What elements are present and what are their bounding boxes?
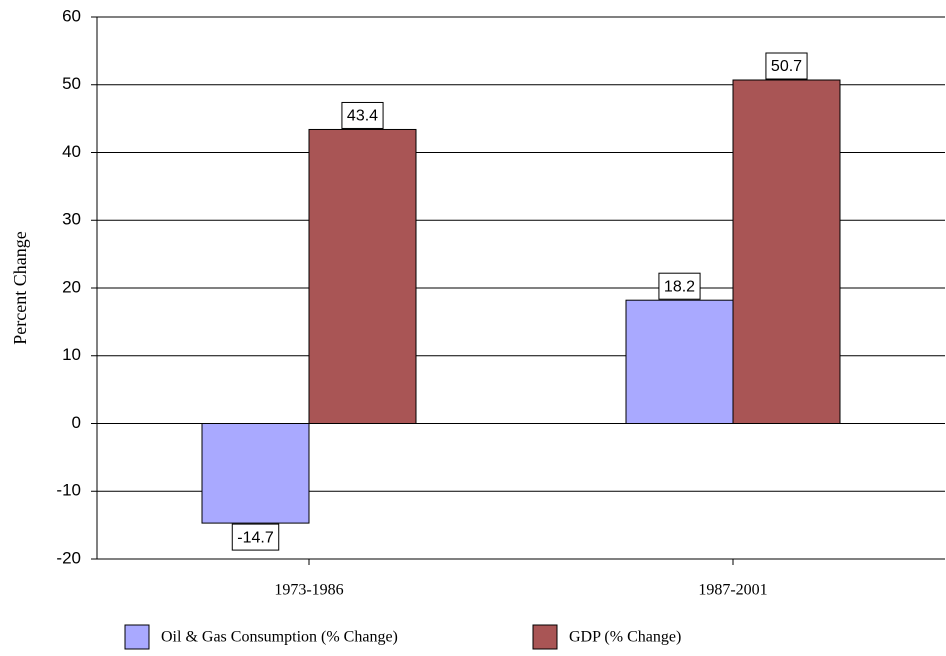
y-tick-label: 30 [62, 210, 81, 229]
value-label: 18.2 [664, 278, 695, 295]
value-label-box [341, 101, 384, 129]
legend-swatch [124, 624, 150, 650]
bar [201, 423, 310, 524]
value-label: 50.7 [771, 58, 802, 75]
legend-label: GDP (% Change) [569, 629, 681, 646]
bar [625, 299, 734, 425]
legend-swatch [532, 624, 558, 650]
value-label: 43.4 [347, 108, 378, 125]
y-tick-label: -20 [56, 548, 81, 567]
value-label-box [765, 52, 808, 80]
x-tick-label: 1987-2001 [698, 582, 767, 599]
bar [308, 128, 417, 424]
y-tick-label: 10 [62, 345, 81, 364]
y-tick-label: 0 [72, 413, 81, 432]
bar [732, 79, 841, 424]
x-tick-label: 1973-1986 [274, 582, 343, 599]
value-label: -14.7 [237, 529, 274, 546]
y-tick-label: 60 [62, 6, 81, 25]
y-tick-label: 20 [62, 277, 81, 296]
legend-label: Oil & Gas Consumption (% Change) [161, 629, 398, 646]
y-axis-label: Percent Change [10, 231, 30, 344]
y-tick-label: 50 [62, 74, 81, 93]
value-label-box [231, 523, 280, 551]
y-tick-label: 40 [62, 142, 81, 161]
value-label-box [658, 272, 701, 300]
y-tick-label: -10 [56, 481, 81, 500]
